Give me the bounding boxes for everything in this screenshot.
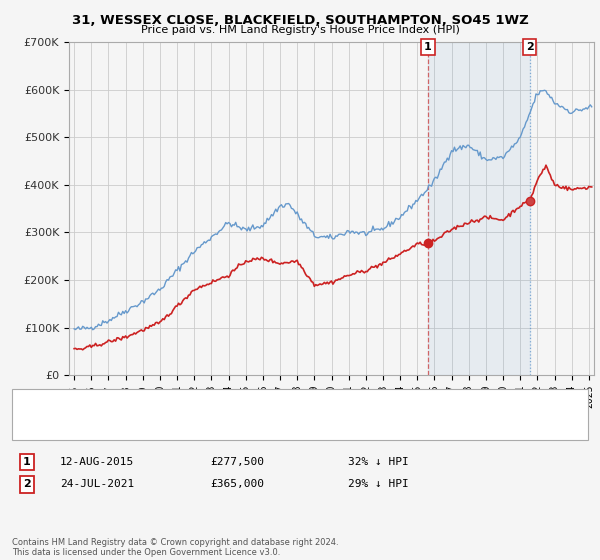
Text: 31, WESSEX CLOSE, BLACKFIELD, SOUTHAMPTON, SO45 1WZ: 31, WESSEX CLOSE, BLACKFIELD, SOUTHAMPTO…: [71, 14, 529, 27]
Text: 31, WESSEX CLOSE, BLACKFIELD, SOUTHAMPTON, SO45 1WZ (detached house): 31, WESSEX CLOSE, BLACKFIELD, SOUTHAMPTO…: [69, 398, 466, 408]
Text: 24-JUL-2021: 24-JUL-2021: [60, 479, 134, 489]
Text: £365,000: £365,000: [210, 479, 264, 489]
Text: £277,500: £277,500: [210, 457, 264, 467]
Text: 32% ↓ HPI: 32% ↓ HPI: [348, 457, 409, 467]
Text: 2: 2: [23, 479, 31, 489]
Text: 12-AUG-2015: 12-AUG-2015: [60, 457, 134, 467]
Text: 29% ↓ HPI: 29% ↓ HPI: [348, 479, 409, 489]
Text: Price paid vs. HM Land Registry's House Price Index (HPI): Price paid vs. HM Land Registry's House …: [140, 25, 460, 35]
Text: 1: 1: [424, 42, 432, 52]
Bar: [428, 42, 530, 375]
Text: 1: 1: [23, 457, 31, 467]
Text: Contains HM Land Registry data © Crown copyright and database right 2024.
This d: Contains HM Land Registry data © Crown c…: [12, 538, 338, 557]
Text: 2: 2: [526, 42, 533, 52]
Text: HPI: Average price, detached house, New Forest: HPI: Average price, detached house, New …: [69, 421, 309, 431]
